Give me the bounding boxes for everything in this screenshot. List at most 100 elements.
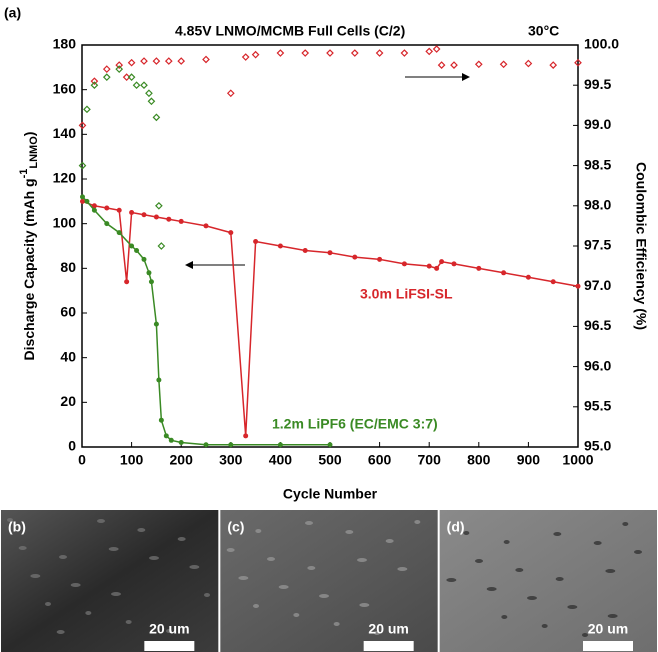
sem-texture: [397, 567, 407, 571]
sem-texture: [608, 614, 618, 618]
panel-label: (c): [227, 519, 244, 535]
sem-texture: [57, 630, 65, 634]
sem-texture: [359, 603, 369, 607]
sem-texture: [567, 605, 577, 609]
capacity-point: [154, 322, 159, 327]
y-tick-label: 160: [53, 80, 77, 96]
capacity-point: [104, 221, 109, 226]
ce-point: [129, 60, 135, 66]
sem-texture: [293, 613, 299, 617]
capacity-point: [142, 257, 147, 262]
panel-label: (b): [8, 519, 26, 535]
capacity-point: [427, 264, 432, 269]
sem-texture: [475, 559, 483, 563]
y2-tick-label: 95.5: [584, 398, 611, 414]
plot-frame: [82, 45, 578, 447]
ce-point: [434, 46, 440, 52]
sem-texture: [504, 540, 510, 544]
ce-point: [228, 90, 234, 96]
sem-texture: [204, 593, 210, 597]
sem-texture: [319, 594, 329, 598]
capacity-point: [377, 257, 382, 262]
ce-point: [134, 82, 140, 88]
ce-point: [146, 90, 152, 96]
sem-images: (b)20 um(c)20 um(d)20 um: [1, 510, 657, 652]
sem-texture: [515, 568, 523, 572]
sem-texture: [501, 615, 507, 619]
capacity-point: [156, 378, 161, 383]
ce-point: [476, 61, 482, 67]
y2-tick-label: 97.5: [584, 237, 611, 253]
capacity-point: [303, 248, 308, 253]
y-tick-label: 80: [60, 259, 76, 275]
capacity-line: [82, 201, 578, 436]
ce-point: [84, 106, 90, 112]
scale-text: 20 um: [149, 621, 189, 637]
x-tick-label: 200: [170, 452, 194, 468]
ce-point: [91, 82, 97, 88]
capacity-point: [439, 259, 444, 264]
y-label-sup: -1: [18, 169, 30, 179]
ce-point: [550, 62, 556, 68]
y2-tick-label: 96.0: [584, 357, 611, 373]
sem-texture: [542, 624, 548, 628]
capacity-point: [501, 270, 506, 275]
ce-point: [203, 56, 209, 62]
x-tick-label: 500: [318, 452, 342, 468]
ce-point: [451, 62, 457, 68]
ce-point: [377, 50, 383, 56]
capacity-point: [80, 194, 85, 199]
y-label-end: ): [21, 132, 37, 137]
ce-point: [243, 54, 249, 60]
ce-point: [327, 50, 333, 56]
ce-point: [525, 60, 531, 66]
sem-texture: [178, 537, 186, 541]
sem-texture: [19, 546, 27, 550]
sem-texture: [605, 569, 615, 573]
scale-text: 20 um: [588, 621, 628, 637]
temperature: 30°C: [528, 23, 559, 39]
ce-point: [141, 82, 147, 88]
capacity-point: [253, 239, 258, 244]
capacity-point: [117, 230, 122, 235]
ce-point: [91, 78, 97, 84]
capacity-point: [169, 438, 174, 443]
sem-texture: [255, 529, 261, 533]
capacity-point: [204, 223, 209, 228]
ce-point: [501, 61, 507, 67]
sem-texture: [45, 602, 51, 606]
x-tick-label: 100: [120, 452, 144, 468]
y2-tick-label: 99.5: [584, 76, 611, 92]
sem-texture: [527, 596, 537, 600]
sem-texture: [30, 574, 40, 578]
capacity-point: [352, 255, 357, 260]
y2-tick-label: 98.0: [584, 197, 611, 213]
capacity-point: [328, 250, 333, 255]
x-tick-label: 1000: [562, 452, 593, 468]
y-tick-label: 40: [60, 348, 76, 364]
sem-texture: [556, 577, 564, 581]
ce-point: [104, 74, 110, 80]
capacity-point: [434, 266, 439, 271]
sem-texture: [553, 532, 561, 536]
sem-texture: [634, 550, 642, 554]
chart-title: 4.85V LNMO/MCMB Full Cells (C/2): [175, 23, 405, 39]
ce-point: [141, 58, 147, 64]
sem-texture: [334, 622, 340, 626]
capacity-point: [576, 284, 581, 289]
ce-point: [401, 50, 407, 56]
ce-point: [148, 98, 154, 104]
capacity-point: [328, 442, 333, 447]
sem-texture: [487, 587, 497, 591]
y-axis-label: Discharge Capacity (mAh g-1LNMO): [18, 132, 40, 361]
y2-tick-label: 95.0: [584, 438, 611, 454]
y-tick-label: 180: [53, 36, 77, 52]
y2-tick-label: 98.5: [584, 156, 611, 172]
ce-point: [116, 62, 122, 68]
y-tick-label: 20: [60, 393, 76, 409]
capacity-point: [166, 217, 171, 222]
sem-texture: [137, 528, 145, 532]
ce-point: [104, 66, 110, 72]
capacity-point: [278, 244, 283, 249]
ce-point: [158, 243, 164, 249]
